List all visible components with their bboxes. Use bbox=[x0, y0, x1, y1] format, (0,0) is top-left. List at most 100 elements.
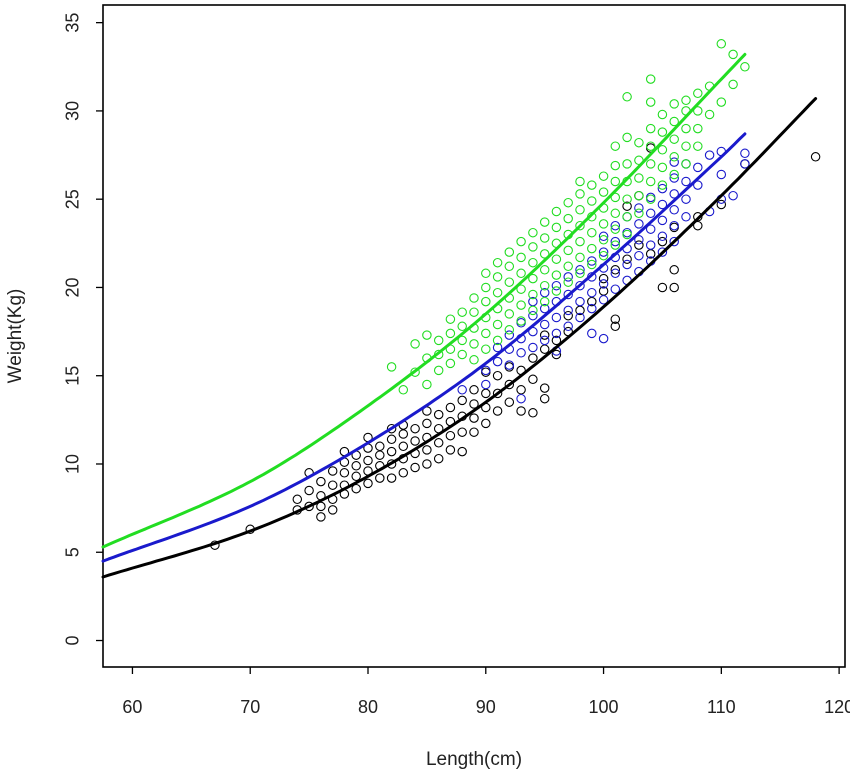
data-point bbox=[481, 282, 491, 293]
data-point bbox=[551, 349, 562, 360]
data-point bbox=[457, 446, 467, 457]
data-point bbox=[598, 250, 609, 261]
data-point bbox=[492, 406, 503, 416]
data-point bbox=[610, 192, 621, 203]
data-point bbox=[657, 247, 668, 257]
data-point bbox=[386, 423, 397, 434]
data-point bbox=[610, 265, 621, 275]
data-point bbox=[539, 265, 550, 275]
data-point bbox=[469, 427, 479, 437]
data-point bbox=[669, 236, 679, 247]
data-point bbox=[563, 289, 573, 300]
data-point bbox=[504, 309, 515, 319]
data-point bbox=[504, 325, 515, 335]
data-point bbox=[410, 367, 420, 377]
y-tick-label: 35 bbox=[62, 13, 82, 33]
data-point bbox=[386, 362, 397, 372]
data-point bbox=[657, 282, 668, 293]
x-tick-label: 100 bbox=[589, 697, 619, 717]
data-point bbox=[433, 438, 444, 448]
data-point bbox=[410, 436, 420, 446]
data-point bbox=[516, 252, 526, 263]
data-point bbox=[504, 379, 515, 390]
data-point bbox=[634, 240, 644, 250]
data-point bbox=[693, 106, 703, 116]
data-point bbox=[634, 190, 644, 201]
data-point bbox=[327, 466, 338, 476]
data-point bbox=[634, 219, 644, 229]
data-point bbox=[575, 236, 585, 247]
data-point bbox=[598, 219, 609, 229]
data-point bbox=[622, 229, 632, 240]
data-point bbox=[645, 123, 656, 134]
data-point bbox=[669, 189, 679, 199]
fit-curve bbox=[101, 132, 747, 563]
data-point bbox=[528, 310, 538, 321]
data-point bbox=[681, 141, 691, 151]
data-point bbox=[622, 92, 632, 102]
data-point bbox=[457, 427, 467, 437]
y-tick-label: 20 bbox=[62, 277, 82, 297]
data-point bbox=[445, 314, 456, 324]
data-point bbox=[551, 328, 562, 339]
data-point bbox=[292, 494, 303, 505]
data-point bbox=[492, 335, 503, 346]
data-point bbox=[610, 224, 621, 234]
data-point bbox=[516, 316, 526, 326]
data-point bbox=[492, 257, 503, 268]
fit-curve bbox=[101, 52, 747, 549]
data-point bbox=[398, 385, 409, 395]
data-point bbox=[610, 321, 621, 332]
data-point bbox=[645, 208, 656, 219]
data-point bbox=[528, 289, 538, 300]
data-point bbox=[704, 150, 715, 160]
data-point bbox=[433, 409, 444, 420]
x-tick-label: 60 bbox=[122, 697, 142, 717]
data-point bbox=[504, 397, 515, 407]
y-tick-label: 10 bbox=[62, 454, 82, 474]
data-point bbox=[575, 268, 585, 279]
data-point bbox=[634, 203, 644, 213]
data-point bbox=[457, 349, 467, 360]
data-point bbox=[327, 505, 338, 515]
data-point bbox=[704, 109, 715, 120]
data-point bbox=[598, 279, 609, 289]
data-point bbox=[622, 159, 632, 169]
data-point bbox=[610, 236, 621, 247]
data-point bbox=[657, 162, 668, 173]
data-point bbox=[528, 374, 538, 385]
data-point bbox=[445, 402, 456, 413]
data-point bbox=[528, 353, 538, 363]
data-point bbox=[598, 171, 609, 181]
data-point bbox=[351, 483, 361, 494]
y-tick-label: 15 bbox=[62, 366, 82, 386]
data-point bbox=[539, 319, 550, 330]
data-point bbox=[386, 473, 397, 483]
data-point bbox=[563, 213, 573, 224]
data-point bbox=[386, 446, 397, 457]
data-point bbox=[492, 356, 503, 367]
data-point bbox=[681, 123, 691, 134]
data-point bbox=[716, 199, 727, 210]
data-point bbox=[669, 282, 679, 293]
data-point bbox=[681, 212, 691, 222]
data-point bbox=[681, 194, 691, 204]
data-point bbox=[669, 157, 679, 167]
data-point bbox=[433, 365, 444, 376]
data-point bbox=[645, 194, 656, 204]
data-point bbox=[528, 242, 538, 252]
data-point bbox=[469, 385, 479, 395]
data-point bbox=[410, 423, 420, 434]
x-tick-label: 70 bbox=[240, 697, 260, 717]
data-point bbox=[575, 296, 585, 307]
data-point bbox=[422, 379, 432, 390]
data-point bbox=[669, 116, 679, 127]
y-axis: 0 5 10 15 20 25 30 35 bbox=[62, 13, 103, 646]
x-tick-label: 120 bbox=[824, 697, 850, 717]
data-point bbox=[657, 236, 668, 247]
data-point bbox=[433, 335, 444, 346]
data-point bbox=[587, 180, 597, 190]
data-point bbox=[539, 344, 550, 354]
data-point bbox=[587, 243, 597, 254]
